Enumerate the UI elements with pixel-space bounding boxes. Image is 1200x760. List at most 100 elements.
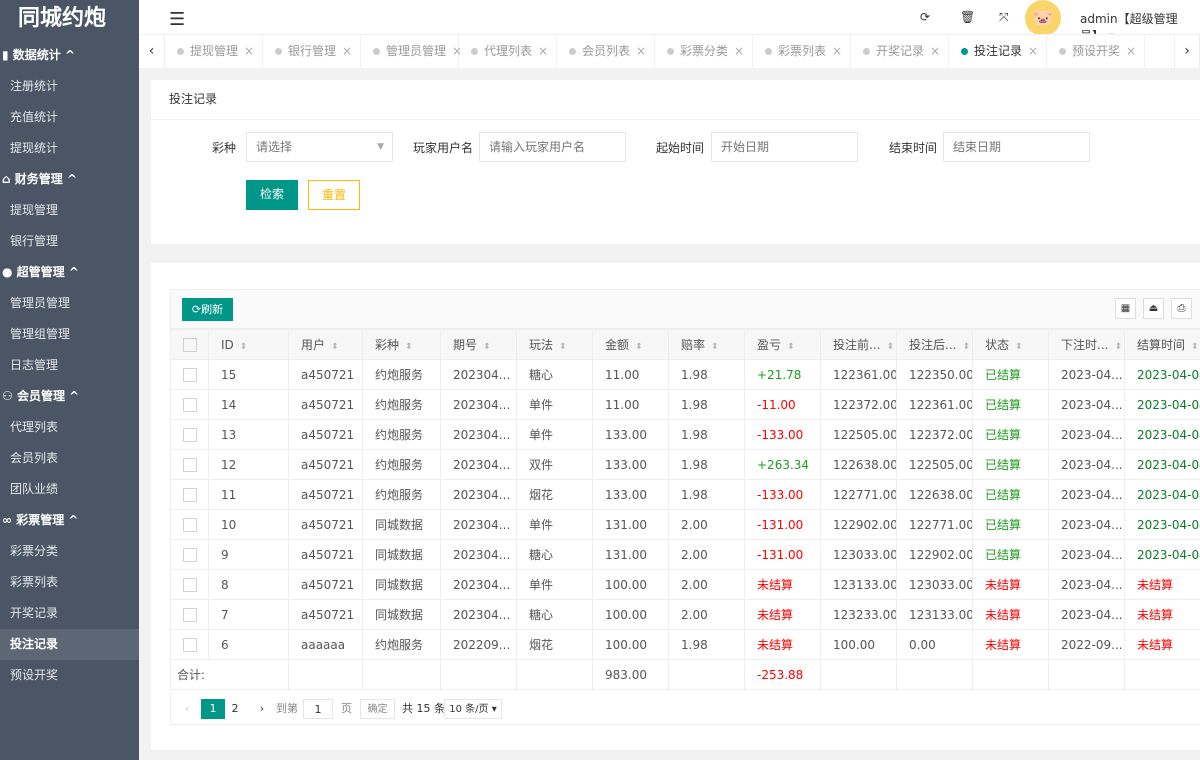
search-button[interactable]: 检索 bbox=[246, 180, 298, 210]
row-checkbox-cell[interactable] bbox=[170, 359, 209, 390]
refresh-button[interactable]: ⟳刷新 bbox=[182, 298, 233, 321]
end-date-input[interactable]: 结束日期 bbox=[943, 132, 1090, 162]
row-checkbox-cell[interactable] bbox=[170, 389, 209, 420]
sidebar-group[interactable]: ▮ 数据统计 ^ bbox=[0, 40, 139, 71]
fullscreen-icon[interactable]: ⤧ bbox=[999, 10, 1009, 24]
column-header[interactable]: 用户 ⬍ bbox=[288, 329, 363, 360]
column-header[interactable]: 投注后... ⬍ bbox=[896, 329, 973, 360]
page-1-button[interactable]: 1 bbox=[201, 699, 225, 719]
tab[interactable]: 预设开奖 × bbox=[1047, 35, 1145, 68]
column-header[interactable]: 结算时间 ⬍ bbox=[1124, 329, 1200, 360]
column-header[interactable]: 期号 ⬍ bbox=[440, 329, 517, 360]
sort-icon[interactable]: ⬍ bbox=[787, 342, 795, 352]
close-icon[interactable]: × bbox=[538, 44, 549, 58]
column-header[interactable]: 赔率 ⬍ bbox=[668, 329, 745, 360]
sort-icon[interactable]: ⬍ bbox=[483, 342, 491, 352]
export-icon[interactable]: ⏏ bbox=[1143, 298, 1164, 319]
sidebar-item[interactable]: 会员列表 bbox=[10, 451, 59, 465]
row-checkbox-cell[interactable] bbox=[170, 629, 209, 660]
select-all-checkbox-cell[interactable] bbox=[170, 329, 209, 360]
sidebar-item[interactable]: 提现管理 bbox=[10, 203, 59, 217]
page-2-button[interactable]: 2 bbox=[231, 702, 239, 715]
tab[interactable]: 银行管理 × bbox=[263, 35, 361, 68]
close-icon[interactable]: × bbox=[832, 44, 843, 58]
sidebar-group[interactable]: ● 超管管理 ^ bbox=[0, 257, 139, 288]
checkbox[interactable] bbox=[183, 397, 197, 412]
sort-icon[interactable]: ⬍ bbox=[559, 342, 567, 352]
row-checkbox-cell[interactable] bbox=[170, 599, 209, 630]
reset-button[interactable]: 重置 bbox=[308, 180, 360, 210]
sidebar-item[interactable]: 管理员管理 bbox=[10, 296, 71, 310]
sidebar-item[interactable]: 团队业绩 bbox=[10, 482, 59, 496]
menu-toggle-icon[interactable]: ☰ bbox=[169, 9, 186, 30]
refresh-icon[interactable]: ⟳ bbox=[920, 10, 931, 24]
sort-icon[interactable]: ⬍ bbox=[239, 341, 248, 352]
start-date-input[interactable]: 开始日期 bbox=[711, 132, 858, 162]
sidebar-group[interactable]: ⚇ 会员管理 ^ bbox=[0, 381, 139, 412]
sidebar-item[interactable]: 银行管理 bbox=[10, 234, 59, 248]
sidebar-item[interactable]: 预设开奖 bbox=[10, 668, 59, 682]
close-icon[interactable]: × bbox=[636, 44, 647, 58]
checkbox[interactable] bbox=[183, 337, 197, 352]
sort-icon[interactable]: ⬍ bbox=[635, 342, 643, 352]
sidebar-item[interactable]: 投注记录 bbox=[0, 629, 139, 660]
column-header[interactable]: 盈亏 ⬍ bbox=[744, 329, 821, 360]
checkbox[interactable] bbox=[183, 607, 197, 622]
row-checkbox-cell[interactable] bbox=[170, 479, 209, 510]
username-input[interactable]: 请输入玩家用户名 bbox=[479, 132, 626, 162]
sort-icon[interactable]: ⬍ bbox=[886, 342, 894, 352]
close-icon[interactable]: × bbox=[244, 44, 255, 58]
tab[interactable]: 代理列表 × bbox=[459, 35, 557, 68]
close-icon[interactable]: × bbox=[1126, 44, 1137, 58]
column-header[interactable]: 状态 ⬍ bbox=[972, 329, 1049, 360]
column-header[interactable]: ID ⬍ bbox=[208, 329, 289, 360]
sidebar-group[interactable]: ∞ 彩票管理 ^ bbox=[0, 505, 139, 536]
tab[interactable]: 投注记录 × bbox=[949, 35, 1047, 68]
sidebar-item[interactable]: 注册统计 bbox=[10, 79, 59, 93]
tab[interactable]: 管理员管理 × bbox=[361, 35, 463, 68]
column-header[interactable]: 玩法 ⬍ bbox=[516, 329, 593, 360]
sort-icon[interactable]: ⬍ bbox=[1114, 342, 1122, 352]
checkbox[interactable] bbox=[183, 547, 197, 562]
sidebar-group[interactable]: ⌂ 财务管理 ^ bbox=[0, 164, 139, 195]
tabs-prev-button[interactable]: ‹ bbox=[139, 35, 165, 68]
print-icon[interactable]: ⎙ bbox=[1171, 298, 1192, 319]
row-checkbox-cell[interactable] bbox=[170, 509, 209, 540]
per-page-select[interactable]: 10 条/页 ▾ bbox=[444, 699, 502, 719]
close-icon[interactable]: × bbox=[930, 44, 941, 58]
row-checkbox-cell[interactable] bbox=[170, 419, 209, 450]
confirm-button[interactable]: 确定 bbox=[360, 699, 395, 719]
next-page-button[interactable]: › bbox=[259, 702, 265, 715]
column-header[interactable]: 彩种 ⬍ bbox=[362, 329, 441, 360]
goto-page-input[interactable]: 1 bbox=[303, 699, 333, 719]
column-header[interactable]: 投注前... ⬍ bbox=[820, 329, 897, 360]
row-checkbox-cell[interactable] bbox=[170, 569, 209, 600]
row-checkbox-cell[interactable] bbox=[170, 449, 209, 480]
tabs-next-button[interactable]: › bbox=[1174, 35, 1200, 68]
tab[interactable]: 开奖记录 × bbox=[851, 35, 949, 68]
sort-icon[interactable]: ⬍ bbox=[962, 342, 970, 352]
sidebar-item[interactable]: 日志管理 bbox=[10, 358, 59, 372]
trash-icon[interactable]: 🗑 bbox=[960, 10, 976, 24]
checkbox[interactable] bbox=[183, 487, 197, 502]
row-checkbox-cell[interactable] bbox=[170, 539, 209, 570]
close-icon[interactable]: × bbox=[342, 44, 353, 58]
checkbox[interactable] bbox=[183, 457, 197, 472]
checkbox[interactable] bbox=[183, 367, 197, 382]
sidebar-item[interactable]: 开奖记录 bbox=[10, 606, 59, 620]
sidebar-item[interactable]: 充值统计 bbox=[10, 110, 59, 124]
close-icon[interactable]: × bbox=[734, 44, 745, 58]
sort-icon[interactable]: ⬍ bbox=[331, 342, 339, 352]
columns-icon[interactable]: ▦ bbox=[1115, 298, 1136, 319]
sort-icon[interactable]: ⬍ bbox=[405, 342, 413, 352]
column-header[interactable]: 金额 ⬍ bbox=[592, 329, 669, 360]
checkbox[interactable] bbox=[183, 427, 197, 442]
sidebar-item[interactable]: 彩票列表 bbox=[10, 575, 59, 589]
close-icon[interactable]: × bbox=[1028, 44, 1039, 58]
tab[interactable]: 彩票分类 × bbox=[655, 35, 753, 68]
prev-page-button[interactable]: ‹ bbox=[184, 702, 190, 715]
close-icon[interactable]: × bbox=[452, 44, 463, 58]
sort-icon[interactable]: ⬍ bbox=[1191, 342, 1199, 352]
sidebar-item[interactable]: 管理组管理 bbox=[10, 327, 71, 341]
lottery-select[interactable]: 请选择 ▼ bbox=[246, 132, 393, 162]
